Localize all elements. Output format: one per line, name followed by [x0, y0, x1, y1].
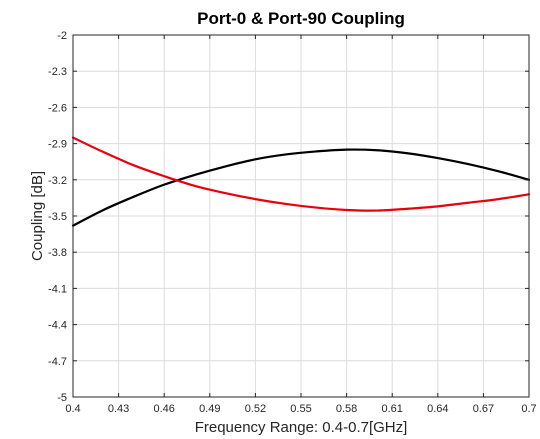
x-tick-label: 0.46: [153, 403, 174, 415]
y-tick-label: -3.8: [48, 247, 67, 259]
x-tick-label: 0.43: [108, 403, 129, 415]
tick-marks: [72, 34, 530, 398]
x-tick-label: 0.58: [336, 403, 357, 415]
x-tick-label: 0.4: [65, 403, 80, 415]
series-line-1: [71, 148, 531, 227]
y-tick-label: -2.6: [48, 102, 67, 114]
x-tick-label: 0.61: [381, 403, 402, 415]
y-tick-label: -4.1: [48, 283, 67, 295]
y-tick-label: -4.4: [48, 320, 67, 332]
x-axis-label: Frequency Range: 0.4-0.7[GHz]: [195, 419, 408, 436]
x-tick-label: 0.67: [473, 403, 494, 415]
y-tick-label: -2.9: [48, 139, 67, 151]
series-line-2: [71, 136, 531, 212]
x-tick-label: 0.7: [521, 403, 536, 415]
y-tick-label: -2.3: [48, 66, 67, 78]
y-tick-label: -3.2: [48, 175, 67, 187]
x-tick-label: 0.64: [427, 403, 448, 415]
y-tick-labels: -2 -2.3 -2.6 -2.9 -3.2 -3.5 -3.8 -4.1 -4.4 -4.7 -5: [48, 30, 67, 404]
x-tick-label: 0.49: [199, 403, 220, 415]
y-tick-label: -5: [57, 392, 67, 404]
x-tick-label: 0.55: [290, 403, 311, 415]
y-tick-label: -2: [57, 30, 67, 42]
x-tick-label: 0.52: [245, 403, 266, 415]
y-tick-label: -4.7: [48, 356, 67, 368]
chart-title: Port-0 & Port-90 Coupling: [197, 9, 405, 28]
x-tick-labels: 0.4 0.43 0.46 0.49 0.52 0.55 0.58 0.61 0.64 0.67 0…: [65, 403, 536, 415]
y-tick-label: -3.5: [48, 211, 67, 223]
series-layer: [71, 136, 531, 227]
y-axis-label: Coupling [dB]: [29, 171, 46, 261]
